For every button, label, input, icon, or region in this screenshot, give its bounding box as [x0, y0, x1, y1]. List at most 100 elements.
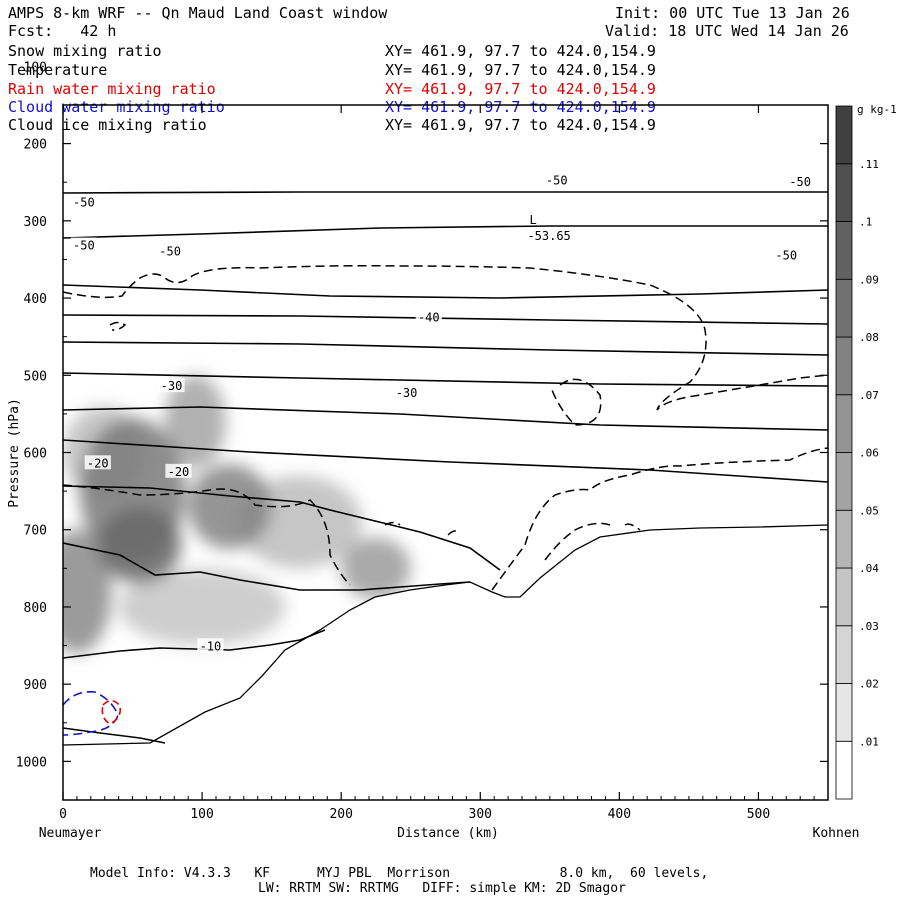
cloud-ice-line [447, 530, 461, 536]
isotherm-line [63, 727, 166, 744]
contour-label-bg [787, 174, 814, 189]
snow-blob [341, 537, 411, 600]
terrain-outline [63, 524, 828, 746]
isotherm-label: -50 [789, 175, 811, 189]
snow-blob [63, 529, 112, 654]
x-tick-label: 0 [59, 807, 67, 822]
isotherm-line [63, 341, 828, 356]
snow-blob [118, 568, 286, 646]
colorbar-unit: g kg-1 [857, 103, 897, 116]
y-axis-label: Pressure (hPa) [7, 398, 22, 508]
colorbar-label: .09 [859, 273, 879, 286]
colorbar-box [835, 163, 853, 222]
terrain-fill [63, 525, 828, 800]
contour-label-bg [70, 194, 97, 209]
x-right-label: Kohnen [813, 826, 860, 841]
cloud-ice-line [491, 447, 828, 591]
isotherm-line [63, 191, 828, 194]
isotherm-label: -10 [200, 639, 222, 653]
isotherm-label: -20 [168, 465, 190, 479]
field-name-snow: Snow mixing ratio [8, 42, 162, 60]
colorbar-box [835, 740, 853, 800]
x-tick-label: 200 [329, 807, 352, 822]
contour-label-bg [165, 463, 192, 478]
colorbar-label: .07 [859, 389, 879, 402]
field-name-temperature: Temperature [8, 61, 108, 79]
colorbar-box [835, 683, 853, 742]
cloud-ice-line [551, 378, 602, 426]
x-tick-label: 500 [747, 807, 770, 822]
x-tick-label: 400 [608, 807, 631, 822]
y-tick-label: 200 [24, 138, 47, 153]
colorbar-label: .04 [859, 562, 879, 575]
field-xy-rain: XY= 461.9, 97.7 to 424.0,154.9 [385, 80, 656, 98]
axes: 0 100 200 300 400 500 200 300 400 500 600 700 800 900… [16, 60, 829, 822]
isotherm-label: -30 [161, 379, 183, 393]
isotherm-label: -30 [396, 386, 418, 400]
model-info-line2: LW: RRTM SW: RRTMG DIFF: simple KM: 2D S… [258, 881, 626, 896]
contour-labels: -50 -50 -50 -50 -50 -50 -40 -30 -30 -20 -20 -10 [70, 172, 814, 653]
contour-label-bg [393, 385, 420, 400]
contour-label-bg [158, 378, 185, 393]
y-tick-label: 900 [24, 678, 47, 693]
contour-label-bg [157, 243, 184, 258]
colorbar-label: .06 [859, 447, 879, 460]
field-xy-cloud-ice: XY= 461.9, 97.7 to 424.0,154.9 [385, 116, 656, 134]
x-axis-label: Distance (km) [397, 826, 499, 841]
low-value: -53.65 [527, 229, 570, 243]
y-tick-label: 300 [24, 215, 47, 230]
isotherm-label: -20 [87, 456, 109, 470]
isotherm-label: -50 [73, 195, 95, 209]
colorbar-box [835, 221, 853, 280]
isotherm-line [63, 439, 828, 483]
y-tick-label: 1000 [16, 755, 47, 770]
model-info-line1: Model Info: V4.3.3 KF MYJ PBL Morrison 8… [90, 866, 709, 881]
colorbar-label: .03 [859, 620, 879, 633]
contour-label-bg [70, 237, 97, 252]
colorbar: .01 .02 .03 .04 .05 .06 .07 .08 .09 .1 .11 g kg-1 [835, 103, 897, 800]
cloud-ice-line [624, 523, 641, 531]
contour-label-bg [543, 172, 570, 187]
field-name-cloud-water: Cloud water mixing ratio [8, 98, 225, 116]
isotherm-line [63, 284, 828, 299]
contour-label-bg [197, 638, 224, 653]
cloud-ice-line [63, 484, 351, 586]
forecast-hour: Fcst: 42 h [8, 22, 117, 40]
cloud-ice-line [63, 265, 828, 411]
isotherm-line [63, 225, 828, 239]
field-name-rain: Rain water mixing ratio [8, 80, 216, 98]
field-name-cloud-ice: Cloud ice mixing ratio [8, 116, 207, 134]
field-xy-temperature: XY= 461.9, 97.7 to 424.0,154.9 [385, 61, 656, 79]
cloud-ice-line [109, 321, 127, 331]
field-xy-snow: XY= 461.9, 97.7 to 424.0,154.9 [385, 42, 656, 60]
isotherm-line [63, 542, 471, 591]
init-time: Init: 00 UTC Tue 13 Jan 26 [615, 4, 850, 22]
isotherm-label: -50 [159, 245, 181, 259]
isotherm-label: -50 [775, 249, 797, 263]
colorbar-box [835, 509, 853, 569]
cloud-water-line [62, 690, 119, 736]
contour-label-bg [773, 247, 800, 262]
colorbar-box [835, 452, 853, 511]
colorbar-box [835, 278, 853, 338]
contour-lines [63, 191, 828, 746]
y-tick-label: 600 [24, 447, 47, 462]
y-tick-label: 400 [24, 292, 47, 307]
isotherm-line [63, 485, 501, 571]
valid-time: Valid: 18 UTC Wed 14 Jan 26 [605, 22, 849, 40]
isotherm-label: -50 [73, 239, 95, 253]
contour-label-bg [415, 309, 442, 324]
isotherm-line [63, 629, 326, 659]
terrain [63, 525, 828, 800]
chart-title: AMPS 8-km WRF -- Qn Maud Land Coast wind… [8, 4, 388, 22]
snow-blob [97, 506, 182, 584]
y-tick-label: 100 [24, 60, 47, 75]
cloud-ice-line [384, 521, 401, 526]
colorbar-label: .05 [859, 504, 879, 517]
colorbar-box [835, 105, 853, 165]
colorbar-box [835, 567, 853, 627]
isotherm-line [63, 314, 828, 325]
isotherm-line [63, 372, 828, 387]
colorbar-label: .1 [859, 216, 872, 229]
isotherm-line [63, 406, 828, 431]
